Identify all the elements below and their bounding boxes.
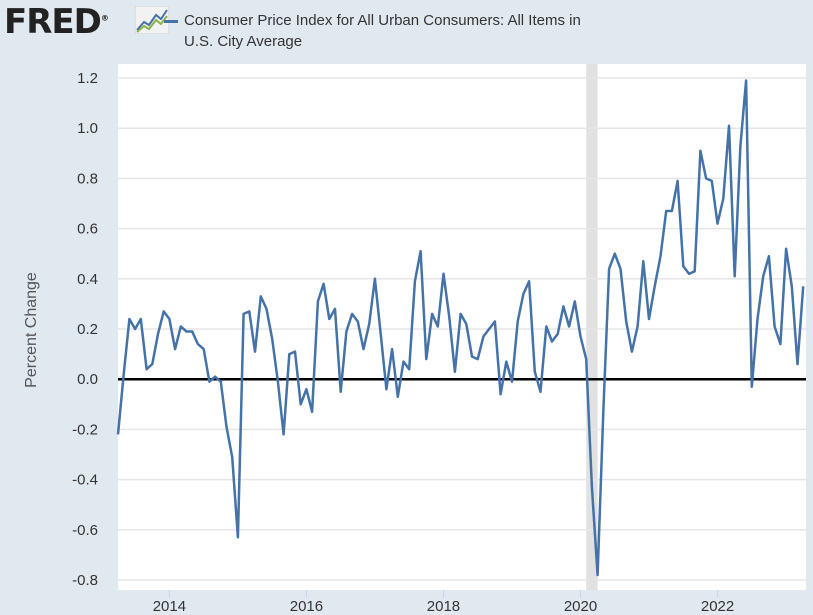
- logo-text: FRED: [4, 2, 102, 42]
- y-tick-label: -0.6: [72, 522, 98, 539]
- legend-line-2: U.S. City Average: [184, 33, 303, 50]
- y-tick-label: 0.0: [77, 371, 98, 388]
- y-axis-label: Percent Change: [23, 272, 40, 388]
- x-tick-label: 2016: [290, 598, 323, 615]
- y-tick-label: 1.0: [77, 120, 98, 137]
- y-tick-label: 0.4: [77, 271, 98, 288]
- x-tick-label: 2022: [701, 598, 734, 615]
- y-tick-label: 0.2: [77, 321, 98, 338]
- legend: Consumer Price Index for All Urban Consu…: [164, 10, 581, 52]
- y-tick-label: -0.8: [72, 572, 98, 589]
- legend-swatch: [164, 20, 178, 23]
- fred-logo[interactable]: FRED®: [4, 2, 109, 42]
- chart-logo-icon: [135, 6, 169, 34]
- legend-line-1: Consumer Price Index for All Urban Consu…: [184, 12, 581, 29]
- series-line: [116, 79, 805, 577]
- x-tick-label: 2018: [427, 598, 460, 615]
- y-tick-label: -0.2: [72, 421, 98, 438]
- y-tick-label: 1.2: [77, 70, 98, 87]
- x-tick-label: 2014: [153, 598, 186, 615]
- y-tick-label: -0.4: [72, 472, 98, 489]
- recession-shade: [586, 64, 598, 590]
- y-tick-label: 0.8: [77, 170, 98, 187]
- y-tick-label: 0.6: [77, 221, 98, 238]
- plot-area: [118, 64, 806, 590]
- x-tick-label: 2020: [564, 598, 597, 615]
